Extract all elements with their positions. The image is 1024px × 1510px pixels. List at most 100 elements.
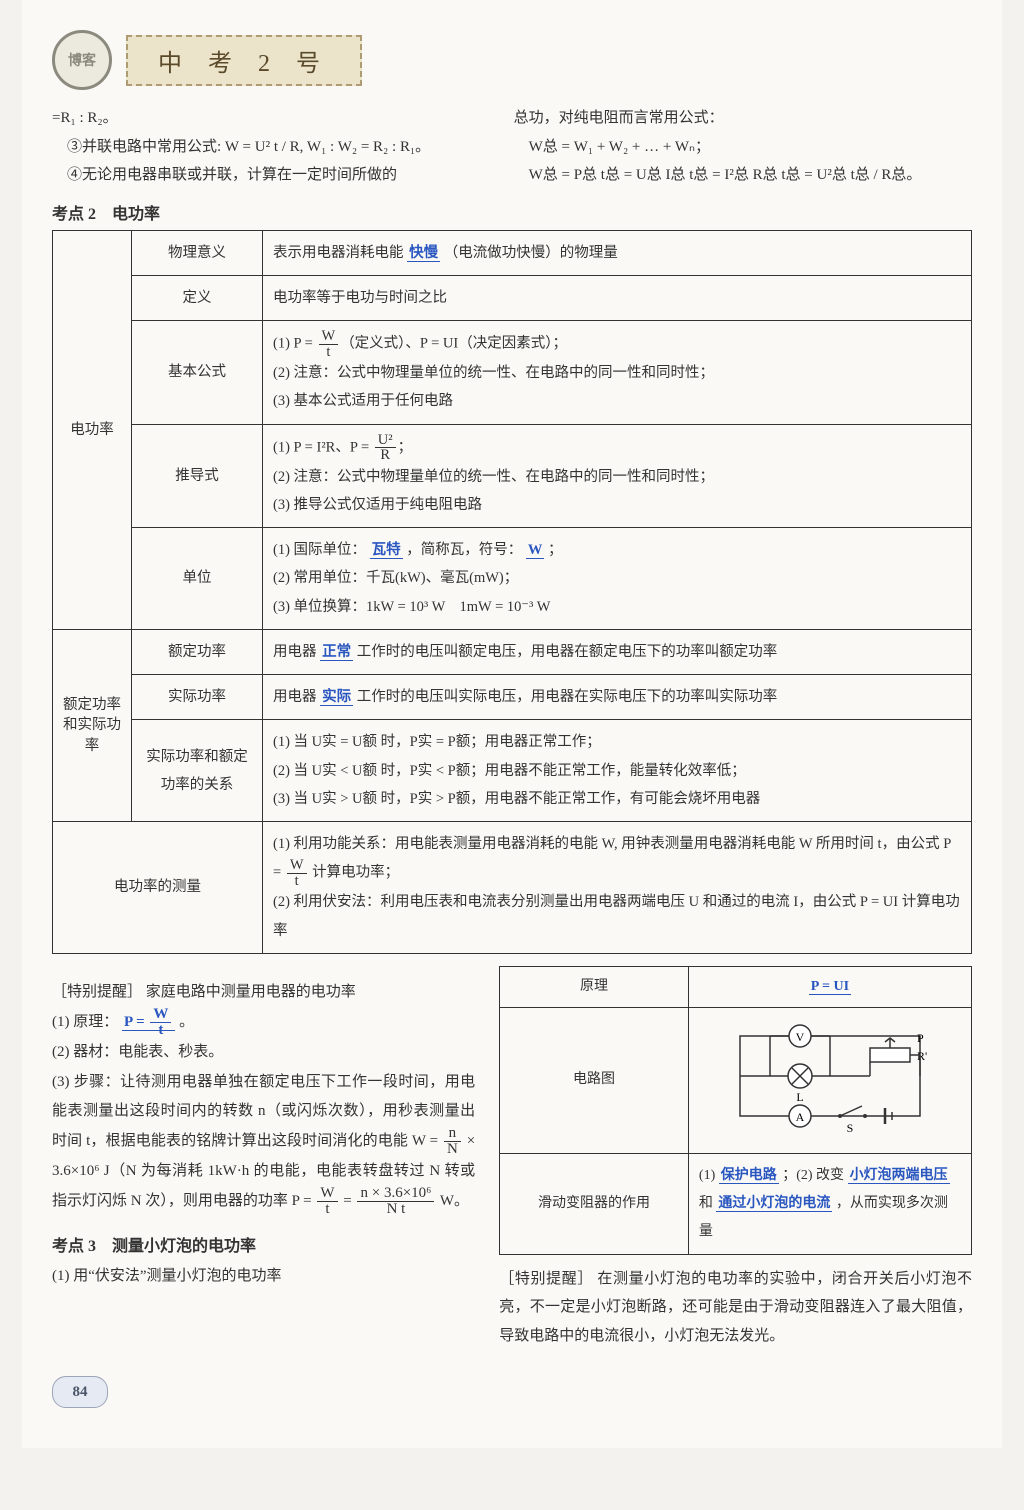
text: (1) [699, 1168, 715, 1183]
small-h1: 原理 [500, 967, 689, 1008]
small-r3: (1) 保护电路 ；(2) 改变 小灯泡两端电压 和 通过小灯泡的电流 ，从而实… [688, 1153, 971, 1254]
subhead: 物理意义 [132, 230, 263, 275]
cell: (1) 国际单位： 瓦特 ，简称瓦，符号： W ； (2) 常用单位：千瓦(kW… [263, 528, 972, 630]
line: (2) 利用伏安法：利用电压表和电流表分别测量出用电器两端电压 U 和通过的电流… [273, 888, 961, 945]
table-row: 电路图 V L [500, 1007, 972, 1153]
cell: (1) P = I²R、P = U²R； (2) 注意：公式中物理量单位的统一性… [263, 424, 972, 528]
text: 。 [179, 1014, 194, 1030]
reminder1-line1: (1) 原理： P = Wt 。 [52, 1007, 475, 1038]
table-row: 电功率 物理意义 表示用电器消耗电能 快慢 （电流做功快慢）的物理量 [53, 230, 972, 275]
r-label: R' [917, 1049, 927, 1063]
small-table: 原理 P = UI 电路图 V [499, 966, 972, 1255]
line: (3) 单位换算：1kW = 10³ W 1mW = 10⁻³ W [273, 593, 961, 621]
text: 表示用电器消耗电能 [273, 245, 404, 261]
subhead: 定义 [132, 275, 263, 320]
formula-blank: P = UI [809, 979, 851, 995]
reminder-label: ［特别提醒］ [52, 984, 142, 1000]
table-row: 单位 (1) 国际单位： 瓦特 ，简称瓦，符号： W ； (2) 常用单位：千瓦… [53, 528, 972, 630]
group-head-rated: 额定功率和实际功率 [53, 629, 132, 821]
cell: 用电器 实际 工作时的电压叫实际电压，用电器在实际电压下的功率叫实际功率 [263, 675, 972, 720]
pretext-right: 总功，对纯电阻而言常用公式： W总 = W₁ + W₂ + … + Wₙ； W总… [514, 104, 972, 190]
formula-blank: P = Wt [122, 1014, 175, 1031]
line: (1) P = I²R、P = U²R； [273, 433, 961, 463]
subhead: 实际功率和额定功率的关系 [132, 720, 263, 822]
text: ，简称瓦，符号： [406, 542, 522, 558]
blank: 瓦特 [370, 542, 403, 559]
pretext-left-line: ④无论用电器串联或并联，计算在一定时间所做的 [52, 161, 494, 190]
cell: 电功率等于电功与时间之比 [263, 275, 972, 320]
page-number: 84 [52, 1376, 108, 1408]
blank: 正常 [320, 644, 353, 661]
line: (1) 国际单位： 瓦特 ，简称瓦，符号： W ； [273, 536, 961, 564]
table-row: 滑动变阻器的作用 (1) 保护电路 ；(2) 改变 小灯泡两端电压 和 通过小灯… [500, 1153, 972, 1254]
line: (2) 注意：公式中物理量单位的统一性、在电路中的同一性和同时性； [273, 359, 961, 387]
line: (2) 当 U实 < U额 时，P实 < P额；用电器不能正常工作，能量转化效率… [273, 757, 961, 785]
blank: 通过小灯泡的电流 [716, 1196, 832, 1212]
text: 用电器 [273, 644, 317, 660]
table-row: 额定功率和实际功率 额定功率 用电器 正常 工作时的电压叫额定电压，用电器在额定… [53, 629, 972, 674]
seal-logo: 博客 [52, 30, 112, 90]
reminder-topic: 家庭电路中测量用电器的电功率 [146, 984, 356, 1000]
lower-right: 原理 P = UI 电路图 V [499, 966, 972, 1350]
table-row: 原理 P = UI [500, 967, 972, 1008]
blank: 实际 [320, 689, 353, 706]
text: (1) 国际单位： [273, 542, 366, 558]
main-table: 电功率 物理意义 表示用电器消耗电能 快慢 （电流做功快慢）的物理量 定义 电功… [52, 230, 972, 955]
pretext-right-line: 总功，对纯电阻而言常用公式： [514, 104, 972, 133]
reminder1-line2: (2) 器材：电能表、秒表。 [52, 1038, 475, 1067]
line: (1) P = Wt（定义式）、P = UI（决定因素式）； [273, 329, 961, 359]
cell: 用电器 正常 工作时的电压叫额定电压，用电器在额定电压下的功率叫额定功率 [263, 629, 972, 674]
s-label: S [847, 1121, 854, 1135]
page-header: 博客 中 考 2 号 [52, 30, 972, 90]
text: (1) 原理： [52, 1014, 118, 1030]
group-head-power: 电功率 [53, 230, 132, 629]
line: (3) 当 U实 > U额 时，P实 > P额，用电器不能正常工作，有可能会烧坏… [273, 785, 961, 813]
blank: W [526, 542, 545, 559]
subhead: 推导式 [132, 424, 263, 528]
line: (2) 注意：公式中物理量单位的统一性、在电路中的同一性和同时性； [273, 463, 961, 491]
blank: 快慢 [407, 245, 440, 262]
blank: 保护电路 [719, 1168, 779, 1184]
small-h3: 滑动变阻器的作用 [500, 1153, 689, 1254]
v-label: V [796, 1030, 805, 1044]
pretext-right-line: W总 = P总 t总 = U总 I总 t总 = I²总 R总 t总 = U²总 … [514, 161, 972, 190]
kp3-title: 考点 3 测量小灯泡的电功率 [52, 1231, 475, 1262]
lower-body: ［特别提醒］ 家庭电路中测量用电器的电功率 (1) 原理： P = Wt 。 (… [52, 966, 972, 1350]
kp3-sub: (1) 用“伏安法”测量小灯泡的电功率 [52, 1262, 475, 1291]
text: 用电器 [273, 689, 317, 705]
subhead-full: 电功率的测量 [53, 822, 263, 954]
cell: 表示用电器消耗电能 快慢 （电流做功快慢）的物理量 [263, 230, 972, 275]
table-row: 基本公式 (1) P = Wt（定义式）、P = UI（决定因素式）； (2) … [53, 321, 972, 425]
table-row: 实际功率 用电器 实际 工作时的电压叫实际电压，用电器在实际电压下的功率叫实际功… [53, 675, 972, 720]
subhead: 基本公式 [132, 321, 263, 425]
subhead: 实际功率 [132, 675, 263, 720]
small-h2: 电路图 [500, 1007, 689, 1153]
cell: (1) 利用功能关系：用电能表测量用电器消耗的电能 W, 用钟表测量用电器消耗电… [263, 822, 972, 954]
table-row: 电功率的测量 (1) 利用功能关系：用电能表测量用电器消耗的电能 W, 用钟表测… [53, 822, 972, 954]
reminder1-title: ［特别提醒］ 家庭电路中测量用电器的电功率 [52, 978, 475, 1007]
text: 工作时的电压叫额定电压，用电器在额定电压下的功率叫额定功率 [357, 644, 778, 660]
text: 工作时的电压叫实际电压，用电器在实际电压下的功率叫实际功率 [357, 689, 778, 705]
a-label: A [796, 1110, 805, 1124]
text: ； [548, 542, 563, 558]
cell: (1) P = Wt（定义式）、P = UI（决定因素式）； (2) 注意：公式… [263, 321, 972, 425]
p-label: P [917, 1031, 924, 1045]
subhead: 单位 [132, 528, 263, 630]
line: (2) 常用单位：千瓦(kW)、毫瓦(mW)； [273, 564, 961, 592]
pretext-columns: =R₁ : R₂。 ③并联电路中常用公式: W = U² t / R, W₁ :… [52, 104, 972, 190]
seal-text: 博客 [68, 50, 96, 70]
blank: 小灯泡两端电压 [848, 1168, 950, 1184]
banner-title: 中 考 2 号 [126, 35, 362, 86]
text: （电流做功快慢）的物理量 [444, 245, 618, 261]
line: (3) 推导公式仅适用于纯电阻电路 [273, 491, 961, 519]
circuit-diagram: V L [720, 1016, 940, 1136]
small-v1: P = UI [688, 967, 971, 1008]
line: (3) 基本公式适用于任何电路 [273, 387, 961, 415]
pretext-right-line: W总 = W₁ + W₂ + … + Wₙ； [514, 133, 972, 162]
reminder2: ［特别提醒］ 在测量小灯泡的电功率的实验中，闭合开关后小灯泡不亮，不一定是小灯泡… [499, 1265, 972, 1351]
cell: (1) 当 U实 = U额 时，P实 = P额；用电器正常工作； (2) 当 U… [263, 720, 972, 822]
subhead: 额定功率 [132, 629, 263, 674]
pretext-left-line: ③并联电路中常用公式: W = U² t / R, W₁ : W₂ = R₂ :… [52, 133, 494, 162]
l-label: L [796, 1090, 803, 1104]
page-root: 博客 中 考 2 号 =R₁ : R₂。 ③并联电路中常用公式: W = U² … [22, 0, 1002, 1448]
